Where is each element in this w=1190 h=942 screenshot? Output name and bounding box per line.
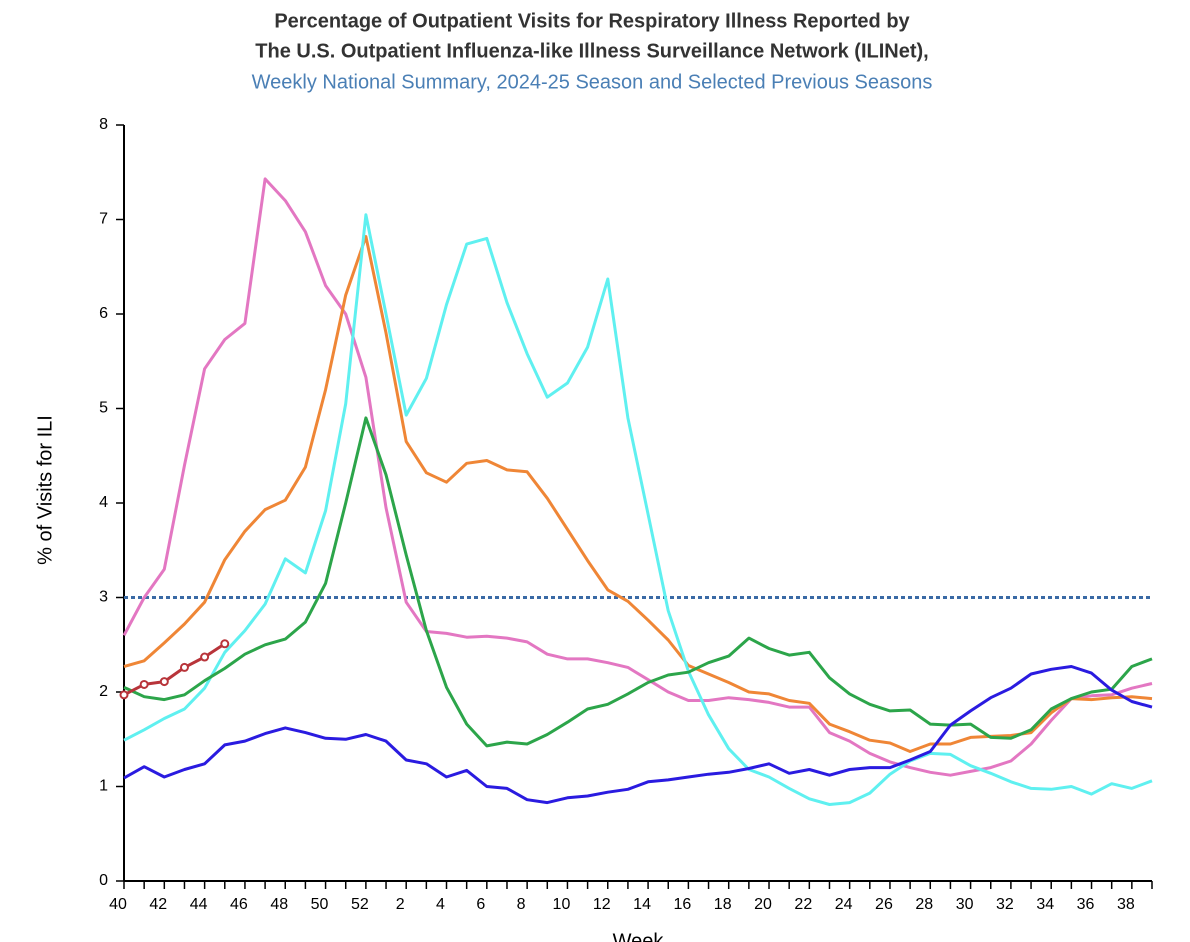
y-axis-label: % of Visits for ILI: [34, 415, 56, 565]
x-tick-label: 28: [915, 896, 933, 913]
data-point: [159, 677, 169, 687]
x-tick-label: 32: [996, 896, 1014, 913]
data-point: [179, 662, 189, 672]
x-axis-label: Week: [613, 930, 665, 942]
x-tick-label: 22: [794, 896, 812, 913]
x-tick-label: 50: [311, 896, 329, 913]
y-tick-label: 5: [99, 400, 108, 417]
x-tick-label: 12: [593, 896, 611, 913]
y-tick-label: 7: [99, 211, 108, 228]
data-point: [119, 690, 129, 700]
series-line: [123, 213, 1153, 806]
x-tick-label: 8: [517, 896, 526, 913]
y-tick-label: 2: [99, 683, 108, 700]
x-tick-label: 16: [673, 896, 691, 913]
x-tick-label: 44: [190, 896, 208, 913]
data-point: [139, 679, 149, 689]
series-line: [123, 642, 226, 697]
x-tick-label: 34: [1036, 896, 1054, 913]
series-line: [123, 665, 1153, 805]
x-tick-label: 6: [476, 896, 485, 913]
x-tick-label: 42: [149, 896, 167, 913]
x-tick-label: 4: [436, 896, 445, 913]
x-tick-label: 24: [835, 896, 853, 913]
chart-title: Percentage of Outpatient Visits for Resp…: [274, 10, 910, 32]
x-tick-label: 26: [875, 896, 893, 913]
data-point: [200, 652, 210, 662]
x-tick-label: 20: [754, 896, 772, 913]
y-tick-label: 6: [99, 305, 108, 322]
series-line: [123, 416, 1153, 748]
data-point: [220, 639, 230, 649]
x-tick-label: 48: [270, 896, 288, 913]
x-tick-label: 2: [396, 896, 405, 913]
x-tick-label: 38: [1117, 896, 1135, 913]
x-tick-label: 10: [553, 896, 571, 913]
y-tick-label: 8: [99, 116, 108, 133]
x-tick-label: 18: [714, 896, 732, 913]
y-tick-label: 0: [99, 872, 108, 889]
series-line: [122, 177, 1153, 777]
y-tick-label: 1: [99, 778, 108, 795]
x-tick-label: 36: [1077, 896, 1095, 913]
y-tick-label: 3: [99, 589, 108, 606]
series-line: [123, 235, 1153, 753]
x-tick-label: 46: [230, 896, 248, 913]
x-tick-label: 30: [956, 896, 974, 913]
chart-title-line: The U.S. Outpatient Influenza-like Illne…: [255, 40, 928, 62]
x-tick-label: 14: [633, 896, 651, 913]
y-tick-label: 4: [99, 494, 108, 511]
chart-subtitle: Weekly National Summary, 2024-25 Season …: [252, 71, 933, 93]
x-tick-label: 52: [351, 896, 369, 913]
x-tick-label: 40: [109, 896, 127, 913]
